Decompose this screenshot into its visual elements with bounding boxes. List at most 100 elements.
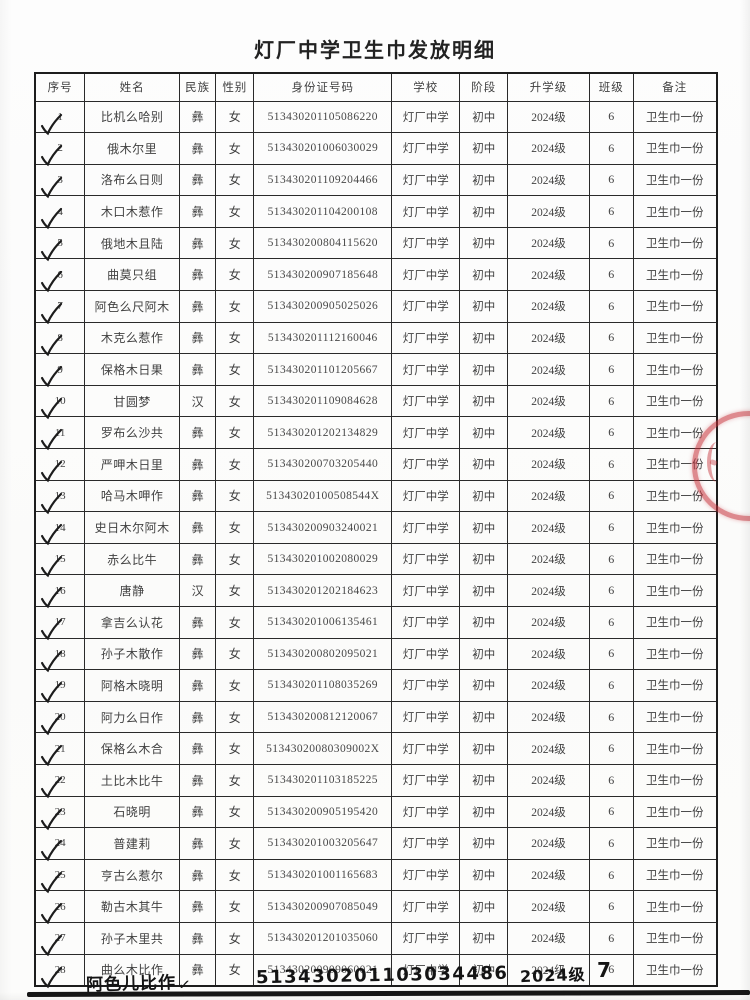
cell-school: 灯厂中学 <box>391 132 461 165</box>
row-number: 23 <box>54 805 66 818</box>
table-body: 1 比机么哈别彝女 513430201105086220 灯厂中学 初中 2024级 6 卫生… <box>34 100 718 988</box>
cell-no: 3 <box>34 163 86 198</box>
cell-school: 灯厂中学 <box>391 542 461 576</box>
cell-stage: 初中 <box>459 763 509 797</box>
cell-id_number: 513430201103185225 <box>253 763 393 797</box>
cell-name: 唐静 <box>84 574 181 607</box>
cell-ethnicity: 彝 <box>179 763 217 797</box>
cell-no: 6 <box>34 258 86 293</box>
cell-name: 俄地木且陆 <box>84 226 181 260</box>
cell-class: 6 <box>588 290 634 323</box>
cell-gender: 女 <box>215 479 255 513</box>
cell-id_number: 513430200905025026 <box>253 290 393 323</box>
cell-stage: 初中 <box>459 353 509 386</box>
row-number: 8 <box>57 331 63 344</box>
cell-school: 灯厂中学 <box>391 258 461 292</box>
red-seal-stamp-inner-mark <box>707 442 731 482</box>
cell-class: 6 <box>588 226 634 260</box>
table-row: 16 唐静汉女 513430201202184623 灯厂中学 初中 2024级 6 卫生巾一… <box>34 574 718 609</box>
cell-grade: 2024级 <box>507 827 590 860</box>
cell-grade: 2024级 <box>507 353 590 386</box>
cell-name: 阿格木晓明 <box>84 669 181 702</box>
cell-class: 6 <box>588 384 634 418</box>
cell-school: 灯厂中学 <box>391 479 461 513</box>
cell-class: 6 <box>588 606 634 639</box>
cell-gender: 女 <box>215 321 255 355</box>
cell-grade: 2024级 <box>507 416 590 450</box>
cell-stage: 初中 <box>459 100 509 134</box>
cell-no: 5 <box>34 226 86 262</box>
cell-remark: 卫生巾一份 <box>632 163 718 197</box>
cell-id_number: 513430201101205667 <box>253 353 393 386</box>
row-number: 3 <box>57 173 63 186</box>
column-header: 身份证号码 <box>253 72 393 102</box>
cell-name: 比机么哈别 <box>84 100 181 134</box>
table-row: 15 赤么比牛彝女 513430201002080029 灯厂中学 初中 2024级 6 卫生… <box>34 542 718 578</box>
cell-gender: 女 <box>215 669 255 702</box>
cell-grade: 2024级 <box>507 795 590 829</box>
cell-school: 灯厂中学 <box>391 700 461 734</box>
cell-no: 24 <box>34 827 86 862</box>
cell-id_number: 513430201002080029 <box>253 542 393 576</box>
cell-gender: 女 <box>215 195 255 228</box>
cell-remark: 卫生巾一份 <box>632 321 718 355</box>
row-number: 9 <box>57 363 63 376</box>
cell-ethnicity: 彝 <box>179 321 217 355</box>
cell-remark: 卫生巾一份 <box>632 258 718 292</box>
cell-stage: 初中 <box>459 574 509 607</box>
cell-ethnicity: 彝 <box>179 921 217 955</box>
cell-school: 灯厂中学 <box>391 290 461 323</box>
table-row: 20 阿力么日作彝女 513430200812120067 灯厂中学 初中 2024级 6 卫… <box>34 700 718 736</box>
cell-id_number: 513430201112160046 <box>253 321 393 355</box>
table-row: 10 甘圆梦汉女 513430201109084628 灯厂中学 初中 2024级 6 卫生巾… <box>34 384 718 420</box>
cell-stage: 初中 <box>459 416 509 450</box>
cell-stage: 初中 <box>459 132 509 165</box>
cell-no: 27 <box>34 921 86 957</box>
cell-school: 灯厂中学 <box>391 953 461 987</box>
cell-remark: 卫生巾一份 <box>632 542 718 576</box>
cell-class: 6 <box>588 858 634 892</box>
cell-name: 曲莫只组 <box>84 258 181 292</box>
handwritten-id-number: 513430201103034486 <box>255 962 509 989</box>
cell-school: 灯厂中学 <box>391 890 461 923</box>
cell-remark: 卫生巾一份 <box>632 700 718 734</box>
table-row: 5 俄地木且陆彝女 513430200804115620 灯厂中学 初中 2024级 6 卫生… <box>34 226 718 262</box>
cell-no: 15 <box>34 542 86 578</box>
table-row: 7 阿色么尺阿木彝女 513430200905025026 灯厂中学 初中 2024级 6 卫… <box>34 290 718 325</box>
row-number: 1 <box>57 110 63 123</box>
cell-school: 灯厂中学 <box>391 763 461 797</box>
cell-class: 6 <box>588 732 634 765</box>
cell-id_number: 513430200812120067 <box>253 700 393 734</box>
cell-ethnicity: 彝 <box>179 732 217 765</box>
handwritten-grade: 2024级 <box>519 964 586 987</box>
cell-class: 6 <box>588 258 634 292</box>
cell-no: 8 <box>34 321 86 356</box>
cell-grade: 2024级 <box>507 163 590 197</box>
cell-class: 6 <box>588 637 634 671</box>
cell-name: 保格么木合 <box>84 732 181 765</box>
cell-stage: 初中 <box>459 858 509 892</box>
cell-ethnicity: 彝 <box>179 511 217 544</box>
cell-id_number: 513430201006135461 <box>253 606 393 639</box>
table-row: 25 亨古么惹尔彝女 513430201001165683 灯厂中学 初中 2024级 6 卫… <box>34 858 718 894</box>
row-number: 25 <box>54 869 66 882</box>
table-row: 27 孙子木里共彝女 513430201201035060 灯厂中学 初中 2024级 6 卫… <box>34 921 718 957</box>
cell-remark: 卫生巾一份 <box>632 858 718 892</box>
cell-gender: 女 <box>215 732 255 765</box>
table-header-row: 序号 姓名 民族 性别 身份证号码 学校 阶段 升学级 班级 备注 <box>34 72 718 102</box>
cell-gender: 女 <box>215 542 255 576</box>
column-header: 性别 <box>215 72 255 102</box>
cell-id_number: 513430201001165683 <box>253 858 393 892</box>
cell-remark: 卫生巾一份 <box>632 100 718 134</box>
cell-no: 9 <box>34 353 86 388</box>
cell-school: 灯厂中学 <box>391 384 461 418</box>
cell-grade: 2024级 <box>507 763 590 797</box>
table-row: 2 俄木尔里彝女 513430201006030029 灯厂中学 初中 2024级 6 卫生巾… <box>34 132 718 167</box>
cell-gender: 女 <box>215 353 255 386</box>
cell-name: 罗布么沙共 <box>84 416 181 450</box>
cell-class: 6 <box>588 890 634 923</box>
column-header: 序号 <box>34 72 86 102</box>
cell-remark: 卫生巾一份 <box>632 132 718 165</box>
cell-school: 灯厂中学 <box>391 858 461 892</box>
cell-class: 6 <box>588 669 634 702</box>
